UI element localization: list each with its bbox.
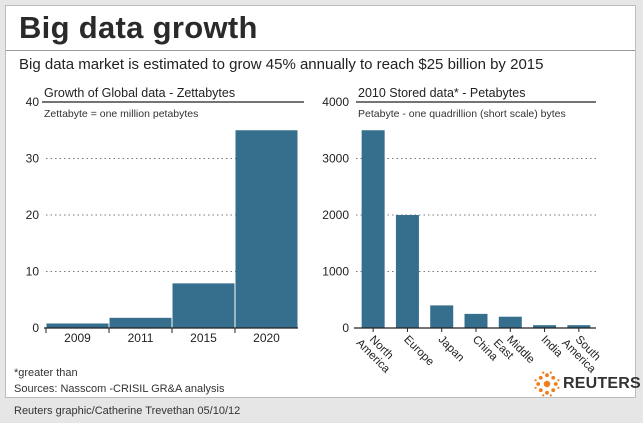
zettabytes-chart: Growth of Global data - Zettabytes Zettab… (26, 86, 304, 345)
reuters-logo-icon (534, 371, 560, 397)
zettabytes-chart-subtitle: Zettabyte = one million petabytes (44, 108, 198, 120)
petabytes-chart: 2010 Stored data* - Petabytes Petabyte - … (322, 86, 606, 376)
petabytes-chart-subtitle: Petabyte - one quadrillion (short scale)… (358, 108, 566, 120)
zettabytes-bar-2015 (172, 283, 235, 328)
zettabytes-x-tick-label: 2020 (253, 331, 280, 345)
petabytes-bar-south-america (567, 325, 591, 328)
credit-line: Reuters graphic/Catherine Trevethan 05/1… (14, 405, 241, 417)
petabytes-bar-china (464, 313, 488, 328)
zettabytes-bar-2011 (109, 317, 172, 328)
petabytes-x-tick-label: Europe (401, 334, 436, 369)
zettabytes-y-tick-label: 40 (26, 95, 40, 109)
petabytes-y-tick-label: 1000 (322, 265, 349, 279)
petabytes-x-tick-label: SouthAmerica (559, 329, 606, 376)
page-subtitle: Big data market is estimated to grow 45%… (19, 56, 544, 73)
petabytes-bar-europe (395, 215, 419, 328)
petabytes-y-tick-label: 2000 (322, 208, 349, 222)
petabytes-bar-north-america (361, 130, 385, 328)
petabytes-bar-india (533, 325, 557, 328)
zettabytes-y-tick-label: 20 (26, 208, 40, 222)
petabytes-x-tick-label: NorthAmerica (354, 329, 401, 376)
footnote-greater-than: *greater than (14, 367, 78, 379)
zettabytes-y-tick-label: 0 (32, 321, 39, 335)
petabytes-bar-japan (430, 305, 454, 328)
petabytes-x-tick-label: MiddleEast (491, 329, 537, 375)
zettabytes-x-tick-label: 2009 (64, 331, 91, 345)
reuters-logo-text: REUTERS (563, 375, 641, 392)
petabytes-y-tick-label: 3000 (322, 152, 349, 166)
footnote-sources: Sources: Nasscom -CRISIL GR&A analysis (14, 383, 225, 395)
petabytes-chart-title: 2010 Stored data* - Petabytes (358, 86, 525, 100)
zettabytes-bar-2020 (235, 130, 298, 328)
zettabytes-y-tick-label: 30 (26, 152, 40, 166)
petabytes-y-tick-label: 0 (342, 321, 349, 335)
charts-canvas: Growth of Global data - Zettabytes Zettab… (26, 86, 606, 376)
zettabytes-chart-title: Growth of Global data - Zettabytes (44, 86, 235, 100)
title-divider (6, 50, 635, 51)
zettabytes-bar-2009 (46, 323, 109, 328)
infographic-card: Big data growth Big data market is estim… (5, 5, 641, 398)
zettabytes-x-tick-label: 2015 (190, 331, 217, 345)
zettabytes-x-tick-label: 2011 (128, 331, 154, 345)
page-title: Big data growth (19, 10, 258, 45)
petabytes-bar-middle-east (498, 316, 522, 328)
petabytes-x-tick-label: Japan (436, 334, 467, 365)
zettabytes-y-tick-label: 10 (26, 265, 40, 279)
petabytes-y-tick-label: 4000 (322, 95, 349, 109)
